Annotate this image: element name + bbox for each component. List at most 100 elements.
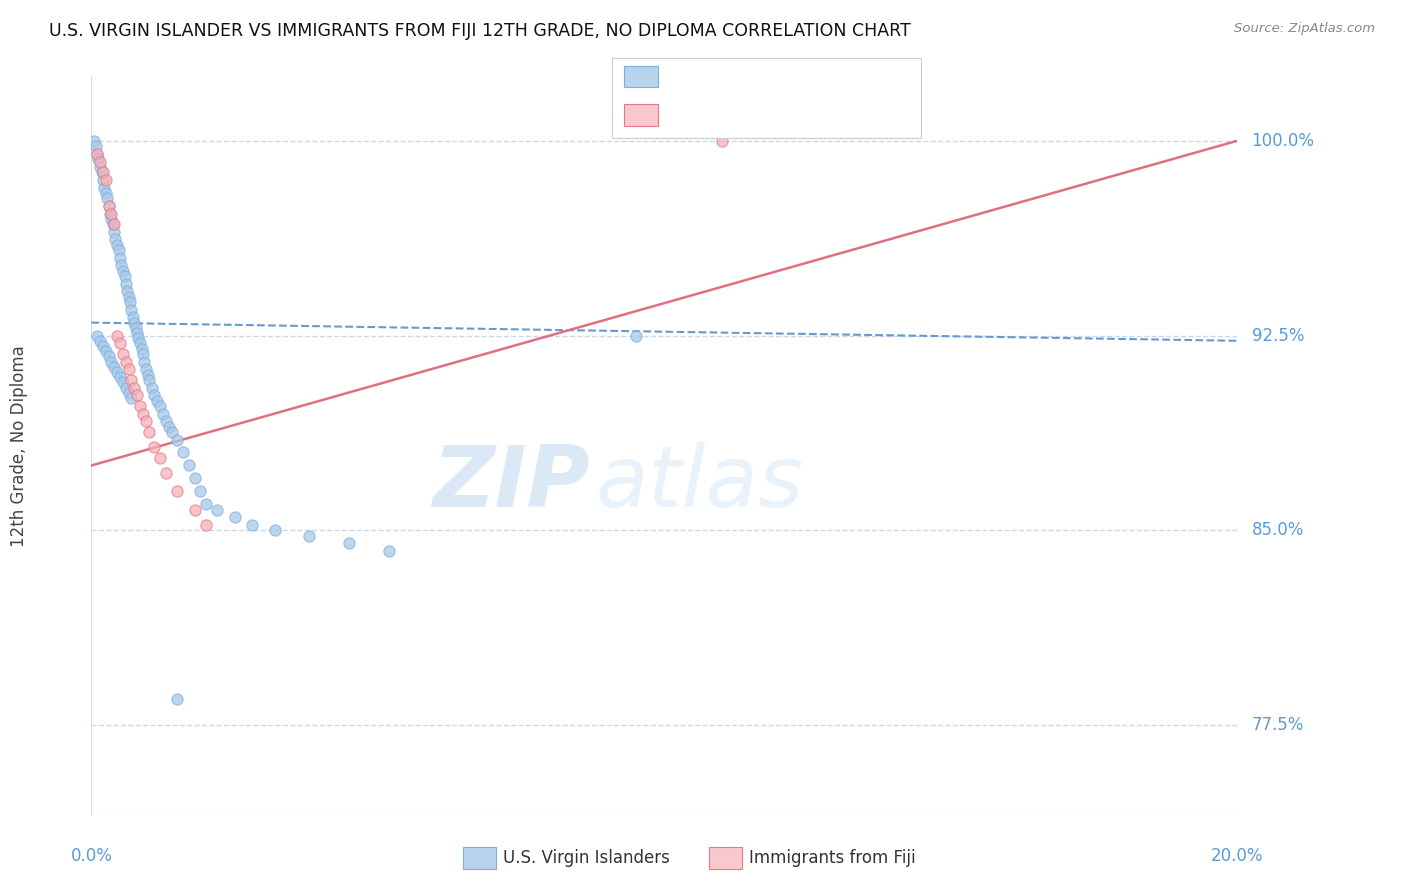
Point xyxy=(98,206,121,220)
Point xyxy=(100,354,122,368)
Point xyxy=(105,365,128,379)
Point xyxy=(710,134,733,148)
Point xyxy=(114,277,136,291)
Point xyxy=(263,524,285,538)
Point xyxy=(89,334,111,348)
Point xyxy=(90,165,112,179)
Point xyxy=(155,467,177,481)
Text: 85.0%: 85.0% xyxy=(1251,522,1303,540)
Text: 100.0%: 100.0% xyxy=(1251,132,1315,150)
Point xyxy=(124,316,146,330)
Point xyxy=(143,440,166,454)
Text: R =: R = xyxy=(668,106,704,124)
Point xyxy=(127,326,149,340)
Text: U.S. VIRGIN ISLANDER VS IMMIGRANTS FROM FIJI 12TH GRADE, NO DIPLOMA CORRELATION : U.S. VIRGIN ISLANDER VS IMMIGRANTS FROM … xyxy=(49,22,911,40)
Point xyxy=(89,154,111,169)
Point xyxy=(224,510,246,524)
Point xyxy=(121,302,143,317)
Point xyxy=(100,211,122,226)
Point xyxy=(87,152,110,166)
Point xyxy=(124,380,146,394)
Point xyxy=(108,251,131,265)
Point xyxy=(152,407,174,421)
Point xyxy=(97,199,120,213)
Point xyxy=(120,294,142,309)
Point xyxy=(101,217,124,231)
Point xyxy=(114,380,136,394)
Point xyxy=(127,331,149,345)
Point xyxy=(97,350,120,364)
Text: U.S. Virgin Islanders: U.S. Virgin Islanders xyxy=(503,849,671,867)
Text: 75: 75 xyxy=(820,68,842,86)
Point xyxy=(97,199,120,213)
Point xyxy=(166,692,188,706)
Text: ZIP: ZIP xyxy=(432,442,591,524)
Text: 20.0%: 20.0% xyxy=(1211,847,1264,865)
Point xyxy=(108,243,131,257)
Point xyxy=(117,385,139,400)
Point xyxy=(132,347,155,361)
Point xyxy=(143,388,166,402)
Text: 0.380: 0.380 xyxy=(713,106,773,124)
Point xyxy=(93,180,115,194)
Point xyxy=(105,328,128,343)
Point xyxy=(108,336,131,351)
Point xyxy=(155,414,177,428)
Point xyxy=(188,484,211,499)
Text: N =: N = xyxy=(780,106,817,124)
Point xyxy=(207,502,229,516)
Point xyxy=(89,160,111,174)
Text: 92.5%: 92.5% xyxy=(1251,326,1305,344)
Point xyxy=(111,263,134,277)
Point xyxy=(194,518,217,533)
Point xyxy=(378,544,401,558)
Point xyxy=(121,391,143,405)
Point xyxy=(138,425,160,439)
Point xyxy=(121,310,143,325)
Point xyxy=(115,285,138,299)
Point xyxy=(132,407,155,421)
Text: R =: R = xyxy=(668,68,704,86)
Text: 26: 26 xyxy=(820,106,842,124)
Point xyxy=(136,368,159,382)
Point xyxy=(138,373,160,387)
Point xyxy=(114,354,136,368)
Point xyxy=(132,354,155,368)
Point xyxy=(166,433,188,447)
Point xyxy=(121,373,143,387)
Point xyxy=(103,225,125,239)
Point xyxy=(91,172,114,186)
Point xyxy=(83,134,105,148)
Point xyxy=(149,450,172,465)
Point xyxy=(125,320,148,334)
Point xyxy=(337,536,360,550)
Point xyxy=(135,362,157,376)
Point xyxy=(94,172,117,186)
Point xyxy=(103,217,125,231)
Point xyxy=(117,362,139,376)
Text: Source: ZipAtlas.com: Source: ZipAtlas.com xyxy=(1234,22,1375,36)
Point xyxy=(108,370,131,384)
Point xyxy=(94,344,117,359)
Point xyxy=(84,139,107,153)
Point xyxy=(160,425,183,439)
Point xyxy=(149,399,172,413)
Point xyxy=(141,380,163,394)
Text: 77.5%: 77.5% xyxy=(1251,716,1303,734)
Point xyxy=(177,458,200,473)
Point xyxy=(135,414,157,428)
Point xyxy=(117,290,139,304)
Point xyxy=(183,502,205,516)
Point xyxy=(166,484,188,499)
Text: atlas: atlas xyxy=(596,442,804,524)
Point xyxy=(103,359,125,374)
Point xyxy=(129,336,152,351)
Point xyxy=(114,268,136,283)
Point xyxy=(298,528,321,542)
Text: Immigrants from Fiji: Immigrants from Fiji xyxy=(749,849,917,867)
Point xyxy=(94,186,117,200)
Point xyxy=(127,388,149,402)
Point xyxy=(240,518,263,533)
Point xyxy=(110,259,132,273)
Point xyxy=(129,399,152,413)
